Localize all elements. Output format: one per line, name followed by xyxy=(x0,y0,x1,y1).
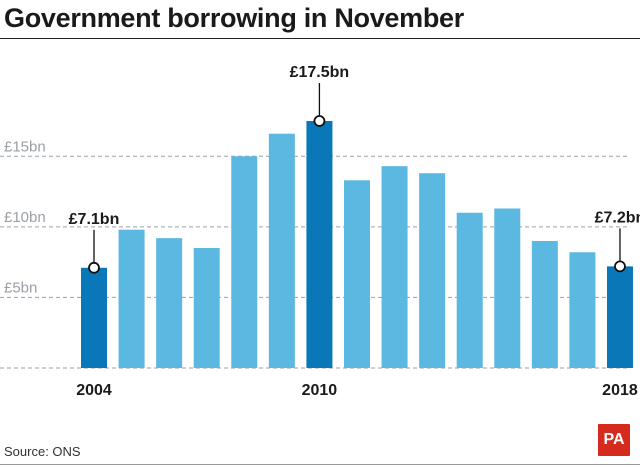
bottom-divider xyxy=(0,464,640,465)
title-divider xyxy=(0,38,640,39)
bar xyxy=(306,121,333,368)
x-tick-label: 2004 xyxy=(76,382,112,399)
bar xyxy=(494,208,521,368)
bar xyxy=(531,240,558,368)
bar xyxy=(606,266,633,368)
data-label: £7.2bn xyxy=(595,209,640,226)
data-label: £17.5bn xyxy=(290,64,350,81)
x-tick-label: 2010 xyxy=(302,382,338,399)
bar xyxy=(419,173,446,368)
bar xyxy=(118,229,145,368)
source-note: Source: ONS xyxy=(4,444,81,459)
y-tick-label: £5bn xyxy=(4,279,37,296)
annotation-marker xyxy=(313,115,326,127)
annotation-marker xyxy=(614,260,626,273)
bar xyxy=(156,238,183,368)
x-tick-label: 2018 xyxy=(602,382,638,399)
chart-title: Government borrowing in November xyxy=(4,3,464,33)
y-tick-label: £15bn xyxy=(4,138,46,155)
bar xyxy=(456,212,483,368)
y-tick-label: £10bn xyxy=(4,209,46,226)
bar xyxy=(268,133,295,368)
bar xyxy=(569,252,596,368)
data-label: £7.1bn xyxy=(69,211,120,228)
bar xyxy=(343,180,370,368)
bar xyxy=(81,267,107,368)
bar xyxy=(231,156,258,368)
annotation-marker xyxy=(88,261,100,274)
pa-logo: PA xyxy=(598,424,630,456)
bar xyxy=(193,248,220,368)
bar xyxy=(381,166,408,368)
